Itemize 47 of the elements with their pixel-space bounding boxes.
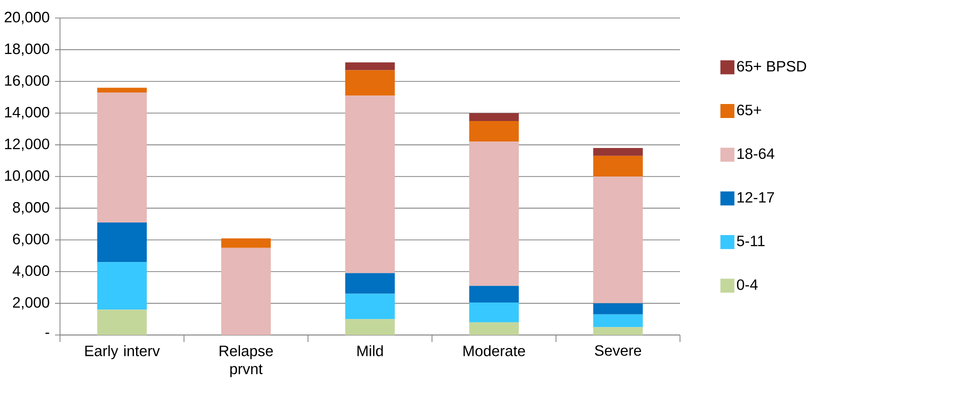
- y-tick-label: -: [45, 332, 50, 334]
- x-tick-label: Severe: [594, 345, 642, 356]
- bar: [469, 302, 519, 322]
- bar: [345, 294, 395, 320]
- bar: [345, 96, 395, 274]
- bar: [593, 314, 643, 328]
- y-tick-label: 18,000: [5, 44, 50, 56]
- bar: [345, 70, 395, 96]
- legend-label: 0-4: [736, 279, 758, 290]
- y-tick-label: 16,000: [5, 75, 50, 88]
- legend-label: 65+ BPSD: [737, 60, 806, 72]
- bar: [593, 303, 643, 314]
- bar: [469, 121, 519, 142]
- y-tick-label: 10,000: [5, 170, 50, 183]
- bar: [593, 148, 643, 156]
- legend-label: 5-11: [736, 236, 765, 246]
- bar: [97, 262, 147, 310]
- y-tick-label: 20,000: [4, 12, 50, 24]
- bar: [593, 327, 643, 335]
- y-tick-label: 8,000: [12, 202, 50, 214]
- x-tick-label: Mild: [357, 345, 383, 356]
- legend-label: 12-17: [738, 192, 774, 203]
- bar: [593, 176, 643, 304]
- legend-label: 65+: [737, 104, 762, 116]
- x-tick-label: Moderate: [464, 345, 526, 356]
- y-tick-label: 14,000: [5, 106, 50, 120]
- bar: [97, 310, 147, 335]
- bar: [221, 238, 271, 248]
- y-tick-label: 6,000: [13, 234, 50, 246]
- bar: [593, 156, 643, 176]
- bar: [97, 92, 147, 222]
- bar: [97, 222, 147, 262]
- y-tick-label: 4,000: [12, 265, 50, 278]
- bar: [469, 286, 519, 303]
- bar: [345, 62, 395, 70]
- bar: [469, 322, 519, 335]
- bar: [221, 248, 271, 335]
- x-tick-label: Relapse prvnt: [220, 345, 273, 378]
- legend-label: 18-64: [738, 148, 774, 159]
- bar: [345, 319, 395, 335]
- y-tick-label: 2,000: [13, 297, 50, 310]
- bar: [345, 273, 395, 294]
- bar: [469, 113, 519, 122]
- y-tick-label: 12,000: [5, 138, 50, 151]
- bar: [469, 142, 519, 286]
- bar: [97, 88, 147, 92]
- x-tick-label: Early interv: [85, 345, 160, 360]
